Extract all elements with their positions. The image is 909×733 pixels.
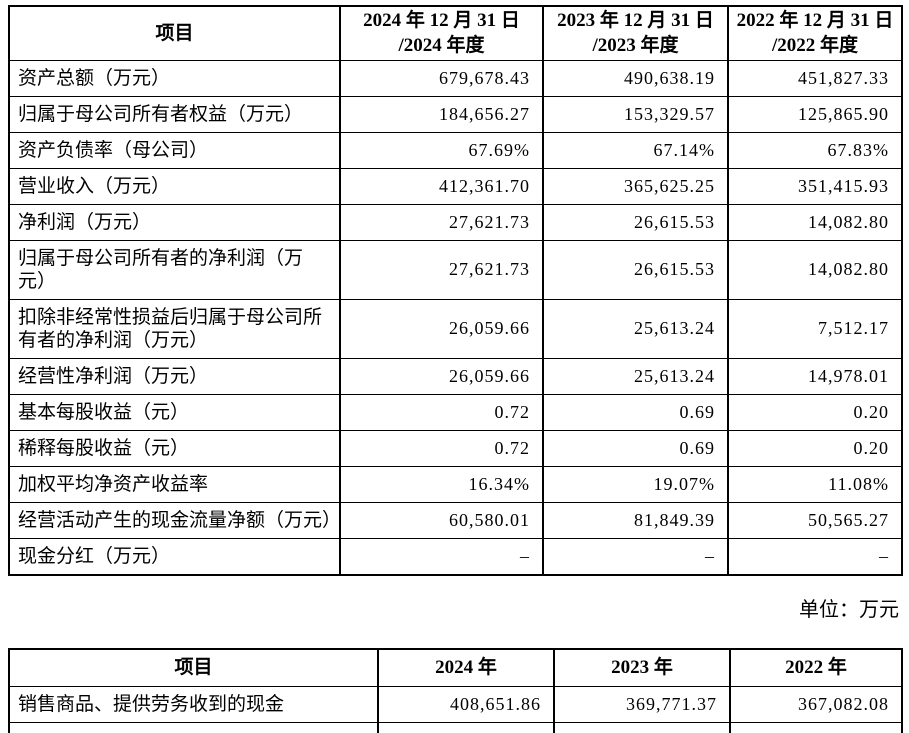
- value-2022: 50,565.27: [727, 501, 902, 538]
- value-2022: 125,865.90: [727, 95, 902, 132]
- row-label: 加权平均净资产收益率: [8, 465, 340, 502]
- value-2024: 60,580.01: [339, 501, 543, 538]
- value-2023: 153,329.57: [542, 95, 728, 132]
- value-2022: 14,978.01: [727, 357, 902, 394]
- header-2023: 2023 年: [553, 648, 730, 687]
- cashflow-table: 项目 2024 年 2023 年 2022 年 销售商品、提供劳务收到的现金 4…: [8, 647, 903, 733]
- row-label: 现金分红（万元）: [8, 537, 340, 575]
- row-label: 经营性净利润（万元）: [8, 357, 340, 394]
- table-row-clipped: [8, 722, 902, 733]
- value-2023: 81,849.39: [542, 501, 728, 538]
- value-2022: 0.20: [727, 429, 902, 466]
- value-2022: 7,512.17: [727, 298, 902, 358]
- value-2023: 365,625.25: [542, 167, 728, 204]
- summary-financials-table: 项目 2024 年 12 月 31 日 /2024 年度 2023 年 12 月…: [8, 5, 903, 576]
- table-row: 现金分红（万元） – – –: [8, 537, 902, 575]
- value-2024: 67.69%: [339, 131, 543, 168]
- value-2022: 14,082.80: [727, 203, 902, 240]
- value-2022: 451,827.33: [727, 59, 902, 96]
- table-row: 营业收入（万元） 412,361.70 365,625.25 351,415.9…: [8, 167, 902, 204]
- table-row: 资产负债率（母公司） 67.69% 67.14% 67.83%: [8, 131, 902, 168]
- value-2022: –: [727, 537, 902, 575]
- value-2022: 351,415.93: [727, 167, 902, 204]
- header-item: 项目: [8, 5, 340, 60]
- value-2024: 26,059.66: [339, 357, 543, 394]
- value-2023: 490,638.19: [542, 59, 728, 96]
- value-2023: 26,615.53: [542, 203, 728, 240]
- value-2022: [729, 722, 902, 733]
- table-header-row: 项目 2024 年 2023 年 2022 年: [8, 648, 902, 687]
- row-label: 净利润（万元）: [8, 203, 340, 240]
- value-2022: 0.20: [727, 393, 902, 430]
- unit-note: 单位：万元: [799, 598, 899, 621]
- row-label: 基本每股收益（元）: [8, 393, 340, 430]
- header-2023: 2023 年 12 月 31 日 /2023 年度: [542, 5, 728, 60]
- table-row: 加权平均净资产收益率 16.34% 19.07% 11.08%: [8, 465, 902, 502]
- table-row: 销售商品、提供劳务收到的现金 408,651.86 369,771.37 367…: [8, 686, 902, 723]
- value-2024: 27,621.73: [339, 239, 543, 299]
- row-label: 营业收入（万元）: [8, 167, 340, 204]
- value-2024: 408,651.86: [377, 686, 554, 723]
- row-label: [8, 722, 378, 733]
- value-2022: 367,082.08: [729, 686, 902, 723]
- value-2024: –: [339, 537, 543, 575]
- table-header-row: 项目 2024 年 12 月 31 日 /2024 年度 2023 年 12 月…: [8, 5, 902, 60]
- table-row: 稀释每股收益（元） 0.72 0.69 0.20: [8, 429, 902, 466]
- table-row: 归属于母公司所有者的净利润（万 元） 27,621.73 26,615.53 1…: [8, 239, 902, 299]
- value-2023: 369,771.37: [553, 686, 730, 723]
- header-2024: 2024 年 12 月 31 日 /2024 年度: [339, 5, 543, 60]
- value-2024: 27,621.73: [339, 203, 543, 240]
- value-2022: 14,082.80: [727, 239, 902, 299]
- table-row: 经营性净利润（万元） 26,059.66 25,613.24 14,978.01: [8, 357, 902, 394]
- value-2022: 67.83%: [727, 131, 902, 168]
- value-2023: 67.14%: [542, 131, 728, 168]
- table-row: 经营活动产生的现金流量净额（万元） 60,580.01 81,849.39 50…: [8, 501, 902, 538]
- value-2023: [553, 722, 730, 733]
- value-2024: 184,656.27: [339, 95, 543, 132]
- row-label: 稀释每股收益（元）: [8, 429, 340, 466]
- header-2024: 2024 年: [377, 648, 554, 687]
- row-label: 扣除非经常性损益后归属于母公司所 有者的净利润（万元）: [8, 298, 340, 358]
- value-2023: 19.07%: [542, 465, 728, 502]
- value-2023: 25,613.24: [542, 357, 728, 394]
- row-label: 经营活动产生的现金流量净额（万元）: [8, 501, 340, 538]
- row-label: 销售商品、提供劳务收到的现金: [8, 686, 378, 723]
- row-label: 归属于母公司所有者权益（万元）: [8, 95, 340, 132]
- table-row: 扣除非经常性损益后归属于母公司所 有者的净利润（万元） 26,059.66 25…: [8, 298, 902, 358]
- value-2024: 0.72: [339, 429, 543, 466]
- table-row: 净利润（万元） 27,621.73 26,615.53 14,082.80: [8, 203, 902, 240]
- header-2022: 2022 年: [729, 648, 902, 687]
- value-2023: 0.69: [542, 393, 728, 430]
- header-item: 项目: [8, 648, 378, 687]
- value-2022: 11.08%: [727, 465, 902, 502]
- value-2023: 0.69: [542, 429, 728, 466]
- value-2024: 16.34%: [339, 465, 543, 502]
- row-label: 资产负债率（母公司）: [8, 131, 340, 168]
- value-2024: 679,678.43: [339, 59, 543, 96]
- value-2023: 26,615.53: [542, 239, 728, 299]
- row-label: 归属于母公司所有者的净利润（万 元）: [8, 239, 340, 299]
- table-row: 基本每股收益（元） 0.72 0.69 0.20: [8, 393, 902, 430]
- table-row: 资产总额（万元） 679,678.43 490,638.19 451,827.3…: [8, 59, 902, 96]
- value-2023: 25,613.24: [542, 298, 728, 358]
- value-2024: 26,059.66: [339, 298, 543, 358]
- table-row: 归属于母公司所有者权益（万元） 184,656.27 153,329.57 12…: [8, 95, 902, 132]
- row-label: 资产总额（万元）: [8, 59, 340, 96]
- value-2024: 412,361.70: [339, 167, 543, 204]
- value-2024: [377, 722, 554, 733]
- header-2022: 2022 年 12 月 31 日 /2022 年度: [727, 5, 902, 60]
- value-2024: 0.72: [339, 393, 543, 430]
- value-2023: –: [542, 537, 728, 575]
